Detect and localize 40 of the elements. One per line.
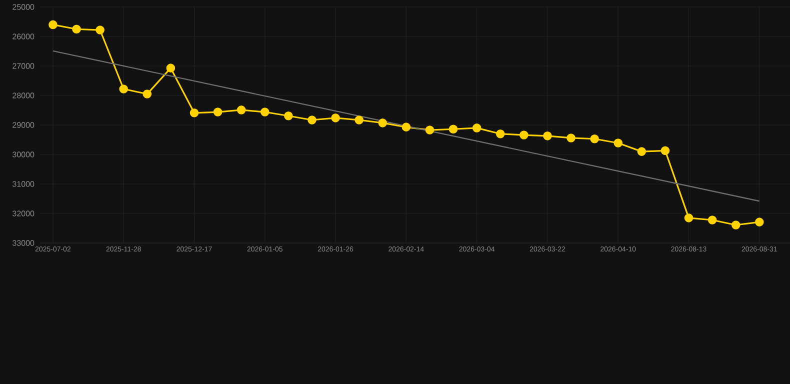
point (496, 129, 505, 138)
point (96, 26, 104, 34)
y-tick-label: 25000 (12, 4, 34, 10)
point (48, 20, 58, 30)
point (425, 126, 434, 134)
y-tick-label: 32000 (12, 210, 34, 216)
point (754, 218, 764, 226)
y-tick-label: 26000 (12, 34, 34, 40)
point (520, 130, 528, 140)
point (166, 64, 176, 72)
point (448, 124, 458, 134)
point (378, 118, 388, 128)
point (543, 132, 552, 140)
point (213, 108, 222, 116)
point (660, 146, 670, 156)
y-tick-label: 29000 (12, 122, 34, 128)
point (684, 214, 694, 222)
point (566, 134, 576, 142)
y-tick-label: 33000 (12, 240, 34, 246)
point (731, 220, 740, 230)
point (190, 108, 199, 118)
y-tick-label: 28000 (12, 92, 34, 98)
point (142, 90, 152, 98)
point (354, 116, 364, 124)
point (284, 111, 293, 120)
y-tick-label: 31000 (12, 181, 34, 187)
point (402, 122, 411, 132)
point (590, 134, 599, 144)
point (331, 114, 340, 122)
point (472, 124, 482, 132)
point (308, 116, 316, 124)
point (72, 24, 81, 34)
point (708, 216, 717, 224)
point (637, 147, 646, 156)
y-tick-label: 27000 (12, 63, 34, 69)
y-tick-label: 30000 (12, 152, 34, 158)
point (236, 106, 246, 114)
point (260, 108, 270, 116)
point (614, 138, 622, 148)
point (119, 84, 128, 94)
